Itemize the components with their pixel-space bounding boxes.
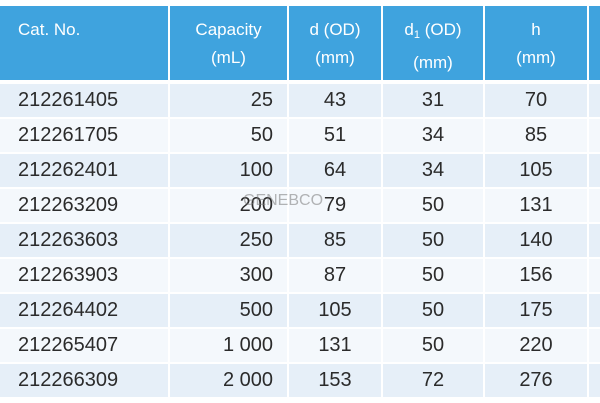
header-capacity: Capacity (mL) bbox=[170, 6, 287, 80]
cell-h: 220 bbox=[485, 329, 587, 362]
header-d1-subscript: 1 bbox=[413, 29, 421, 41]
cell-h: 140 bbox=[485, 224, 587, 257]
cell-d: 79 bbox=[289, 189, 381, 222]
header-cat-no-label: Cat. No. bbox=[18, 20, 81, 39]
cell-cat-no: 212263903 bbox=[0, 259, 168, 292]
cell-extra bbox=[589, 259, 600, 292]
cell-capacity: 300 bbox=[170, 259, 287, 292]
table-row: 212261705 50 51 34 85 bbox=[0, 119, 600, 152]
header-d: d (OD) (mm) bbox=[289, 6, 381, 80]
cell-d: 43 bbox=[289, 84, 381, 117]
cell-d1: 50 bbox=[383, 224, 483, 257]
table-header: Cat. No. Capacity (mL) d (OD) (mm) d1 (O… bbox=[0, 0, 600, 82]
cell-d1: 72 bbox=[383, 364, 483, 397]
cell-capacity: 2 000 bbox=[170, 364, 287, 397]
table-row: 212261405 25 43 31 70 bbox=[0, 84, 600, 117]
cell-d: 64 bbox=[289, 154, 381, 187]
cell-d: 51 bbox=[289, 119, 381, 152]
cell-extra bbox=[589, 154, 600, 187]
cell-extra bbox=[589, 84, 600, 117]
cell-h: 156 bbox=[485, 259, 587, 292]
cell-capacity: 25 bbox=[170, 84, 287, 117]
cell-cat-no: 212264402 bbox=[0, 294, 168, 327]
cell-d: 131 bbox=[289, 329, 381, 362]
header-extra bbox=[589, 6, 600, 80]
cell-d: 105 bbox=[289, 294, 381, 327]
table-row: 212263603 250 85 50 140 bbox=[0, 224, 600, 257]
cell-h: 105 bbox=[485, 154, 587, 187]
table-row: 212264402 500 105 50 175 bbox=[0, 294, 600, 327]
cell-cat-no: 212266309 bbox=[0, 364, 168, 397]
cell-cat-no: 212265407 bbox=[0, 329, 168, 362]
table-row: 212262401 100 64 34 105 bbox=[0, 154, 600, 187]
header-d1-label: d1 (OD) bbox=[383, 16, 483, 49]
header-cat-no: Cat. No. bbox=[0, 6, 168, 80]
cell-h: 70 bbox=[485, 84, 587, 117]
table-row: 212263903 300 87 50 156 bbox=[0, 259, 600, 292]
cell-cat-no: 212261405 bbox=[0, 84, 168, 117]
cell-extra bbox=[589, 329, 600, 362]
watermark-text: GENEBCO bbox=[243, 192, 324, 209]
cell-capacity: 100 bbox=[170, 154, 287, 187]
cell-h: 175 bbox=[485, 294, 587, 327]
header-d1-symbol: d bbox=[404, 20, 414, 39]
header-h: h (mm) bbox=[485, 6, 587, 80]
header-capacity-unit: (mL) bbox=[211, 48, 246, 67]
cell-capacity: 1 000 bbox=[170, 329, 287, 362]
header-d1-unit: (mm) bbox=[413, 53, 453, 72]
cell-d: 87 bbox=[289, 259, 381, 292]
cell-capacity: 200 bbox=[170, 189, 287, 222]
header-d-unit: (mm) bbox=[315, 48, 355, 67]
cell-cat-no: 212263603 bbox=[0, 224, 168, 257]
cell-d1: 50 bbox=[383, 329, 483, 362]
table-row: 212266309 2 000 153 72 276 bbox=[0, 364, 600, 397]
cell-extra bbox=[589, 119, 600, 152]
cell-d1: 50 bbox=[383, 294, 483, 327]
cell-cat-no: 212262401 bbox=[0, 154, 168, 187]
cell-extra bbox=[589, 294, 600, 327]
header-d1: d1 (OD) (mm) bbox=[383, 6, 483, 80]
cell-d1: 50 bbox=[383, 189, 483, 222]
cell-extra bbox=[589, 189, 600, 222]
cell-h: 131 bbox=[485, 189, 587, 222]
cell-d1: 50 bbox=[383, 259, 483, 292]
header-h-unit: (mm) bbox=[516, 48, 556, 67]
cell-cat-no: 212261705 bbox=[0, 119, 168, 152]
header-capacity-label: Capacity bbox=[195, 20, 262, 39]
cell-extra bbox=[589, 224, 600, 257]
cell-extra bbox=[589, 364, 600, 397]
header-d-label: d (OD) bbox=[309, 20, 361, 39]
cell-capacity: 250 bbox=[170, 224, 287, 257]
table-row: 212265407 1 000 131 50 220 bbox=[0, 329, 600, 362]
table-row: 212263209 200 79 50 131 bbox=[0, 189, 600, 222]
cell-d: 153 bbox=[289, 364, 381, 397]
header-h-label: h bbox=[531, 20, 541, 39]
cell-capacity: 500 bbox=[170, 294, 287, 327]
cell-d1: 31 bbox=[383, 84, 483, 117]
cell-h: 85 bbox=[485, 119, 587, 152]
cell-capacity: 50 bbox=[170, 119, 287, 152]
cell-d1: 34 bbox=[383, 119, 483, 152]
cell-d1: 34 bbox=[383, 154, 483, 187]
cell-h: 276 bbox=[485, 364, 587, 397]
cell-cat-no: 212263209 bbox=[0, 189, 168, 222]
header-d1-rest: (OD) bbox=[420, 20, 462, 39]
cell-d: 85 bbox=[289, 224, 381, 257]
